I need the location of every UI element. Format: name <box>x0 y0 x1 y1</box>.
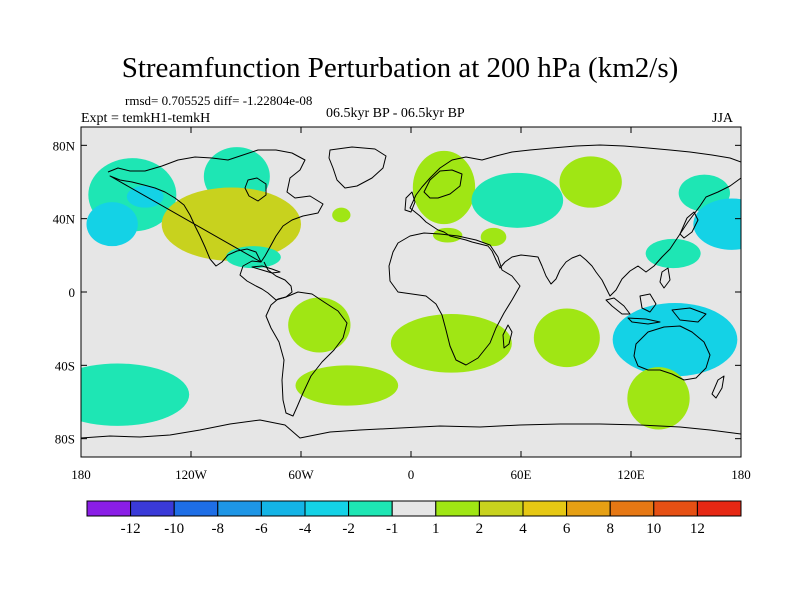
anomaly-south-america-pos <box>288 297 351 353</box>
anomaly-south-pacific-neg <box>81 363 190 426</box>
colorbar-label: -8 <box>212 521 225 537</box>
colorbar-label: 12 <box>690 521 705 537</box>
colorbar-label: 8 <box>606 521 614 537</box>
colorbar-label: 1 <box>432 521 440 537</box>
colorbar-swatch <box>391 500 437 517</box>
stats-label: rmsd= 0.705525 diff= -1.22804e-08 <box>125 93 313 108</box>
anomaly-south-indian-pos <box>533 308 600 368</box>
anomaly-europe-pos <box>412 150 476 225</box>
colorbar-swatch <box>609 500 655 517</box>
colorbar-label: 10 <box>646 521 661 537</box>
colorbar-label: -2 <box>342 521 355 537</box>
anomaly-philippine-sea-neg <box>645 238 701 269</box>
colorbar-swatch <box>522 500 568 517</box>
colorbar-label: -4 <box>299 521 312 537</box>
x-tick-label: 180 <box>731 467 751 482</box>
anomaly-layer <box>81 147 741 430</box>
colorbar-swatch <box>130 500 175 517</box>
y-tick-label: 80S <box>55 432 75 447</box>
colorbar-swatch <box>260 500 306 517</box>
coast-hudson-bay <box>244 177 267 202</box>
coast-eurasia <box>409 144 741 297</box>
anomaly-atlantic-small-pos <box>332 207 351 223</box>
x-axis: 180 120W 60W 0 60E 120E 180 <box>71 127 751 482</box>
anomaly-mediterranean-pos <box>480 227 507 247</box>
coast-north-america <box>107 149 324 301</box>
anomaly-australia-neg <box>612 303 738 377</box>
coast-japan <box>679 211 699 239</box>
plot-title: Streamfunction Perturbation at 200 hPa (… <box>121 52 679 84</box>
y-tick-label: 40N <box>53 212 76 227</box>
colorbar-label: 4 <box>519 521 527 537</box>
anomaly-tasman-pos <box>627 367 690 430</box>
y-axis: 80N 40N 0 40S 80S <box>53 138 741 447</box>
colorbar-label: -12 <box>121 521 141 537</box>
coast-new-guinea <box>671 307 707 323</box>
colorbar-swatch <box>348 500 393 517</box>
colorbar-swatch <box>696 500 742 517</box>
colorbar-label: -10 <box>164 521 184 537</box>
colorbar-swatch <box>435 500 480 517</box>
coast-philippines <box>659 267 671 289</box>
y-tick-label: 40S <box>55 358 75 373</box>
anomaly-south-atlantic-pos <box>295 365 399 406</box>
colorbar-swatch <box>653 500 698 517</box>
anomaly-north-pacific-west-neg <box>693 198 741 250</box>
colorbar: -12 -10 -8 -6 -4 -2 -1 1 2 4 6 8 10 12 <box>86 500 742 537</box>
coast-cuba <box>251 265 281 274</box>
x-tick-label: 120W <box>175 467 208 482</box>
colorbar-label: -6 <box>255 521 268 537</box>
coast-greenland <box>328 146 387 189</box>
colorbar-swatch <box>566 500 611 517</box>
x-tick-label: 120E <box>617 467 645 482</box>
coast-scandinavia <box>423 169 463 199</box>
colorbar-label: -1 <box>386 521 399 537</box>
coast-sumatra <box>605 297 631 315</box>
x-tick-label: 0 <box>408 467 415 482</box>
coast-britain <box>404 191 416 213</box>
coast-new-zealand <box>711 375 725 399</box>
coast-madagascar <box>502 324 513 349</box>
period-label: 06.5kyr BP - 06.5kyr BP <box>326 106 465 121</box>
x-tick-label: 60W <box>288 467 314 482</box>
season-label: JJA <box>712 111 734 126</box>
anomaly-siberia-pos <box>559 156 622 208</box>
coast-south-america <box>265 291 348 417</box>
colorbar-swatch <box>478 500 524 517</box>
colorbar-swatch <box>173 500 219 517</box>
anomaly-north-america-pos <box>161 187 301 261</box>
coast-australia <box>633 325 711 381</box>
coast-africa <box>388 232 521 366</box>
x-tick-label: 180 <box>71 467 91 482</box>
colorbar-swatch <box>304 500 350 517</box>
anomaly-south-africa-pos <box>390 314 512 373</box>
coast-borneo <box>639 293 657 313</box>
colorbar-label: 2 <box>476 521 484 537</box>
colorbar-label: 6 <box>563 521 571 537</box>
y-tick-label: 80N <box>53 138 76 153</box>
anomaly-east-pacific-neg <box>86 202 138 247</box>
coastlines <box>81 144 741 439</box>
experiment-label: Expt = temkH1-temkH <box>81 111 211 126</box>
coast-java <box>627 317 661 325</box>
colorbar-swatch <box>217 500 262 517</box>
x-tick-label: 60E <box>511 467 532 482</box>
coast-antarctica <box>81 419 741 439</box>
y-tick-label: 0 <box>69 285 76 300</box>
anomaly-central-asia-neg <box>471 172 564 228</box>
colorbar-swatch <box>86 500 132 517</box>
